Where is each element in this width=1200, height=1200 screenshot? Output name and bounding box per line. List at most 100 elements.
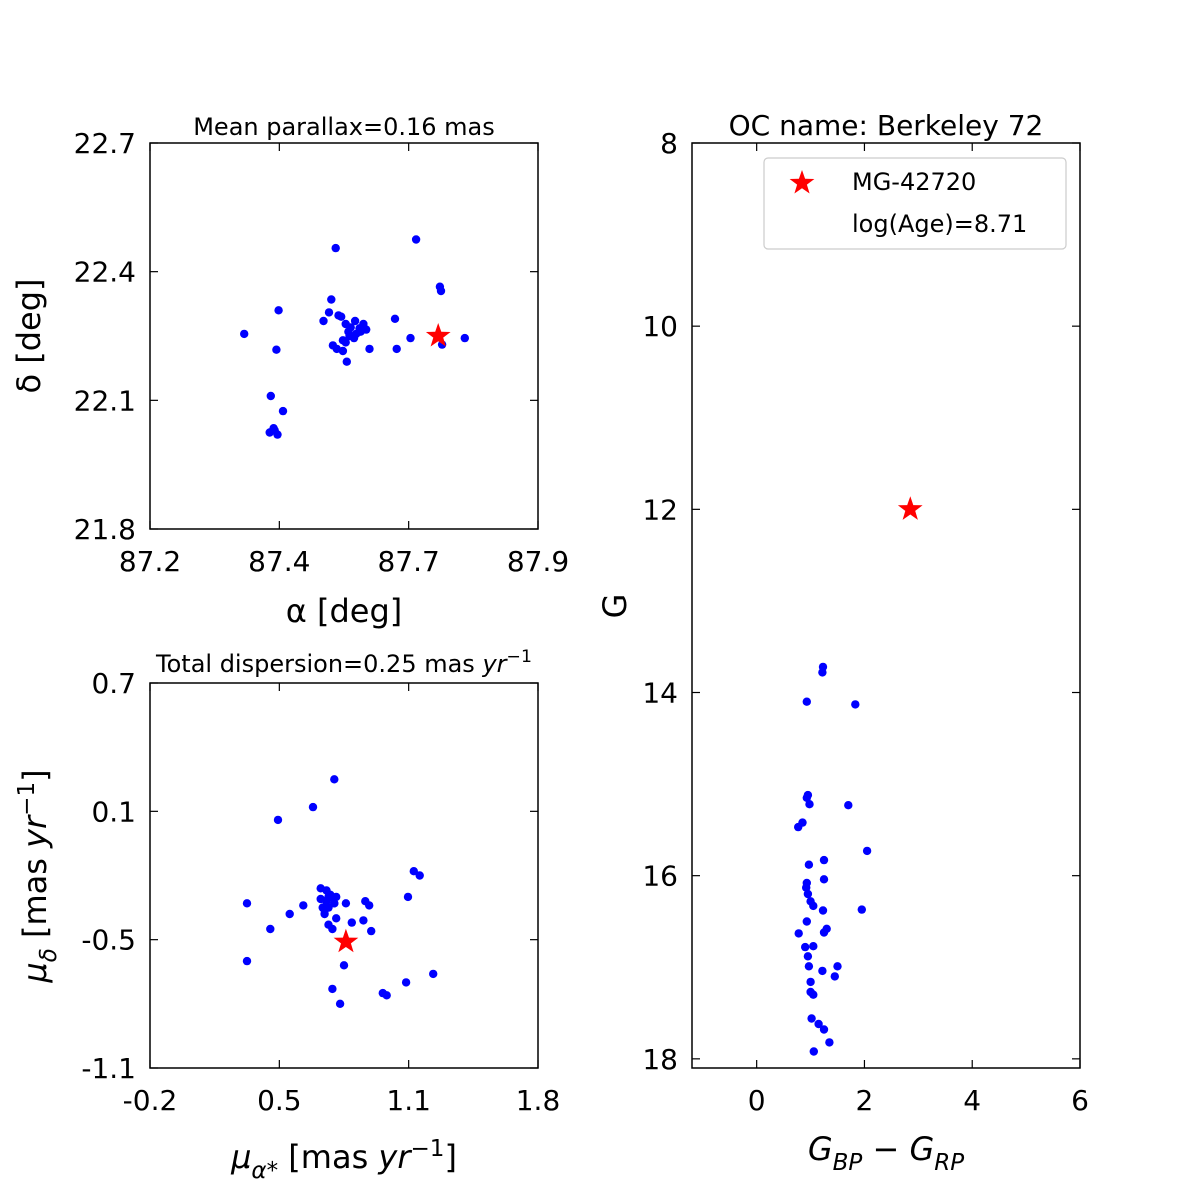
data-points (794, 496, 923, 1056)
data-point (359, 916, 368, 925)
data-point (802, 793, 811, 802)
data-point (809, 990, 818, 999)
data-point (406, 333, 415, 343)
data-point (320, 905, 329, 914)
y-tick-label: 0.1 (91, 795, 136, 828)
data-point (801, 942, 810, 952)
data-point (334, 311, 343, 320)
y-tick-label: 8 (660, 127, 678, 160)
y-tick-label: 10 (642, 310, 678, 343)
tick-group: 0 2 4 6 8 10 12 14 16 18 (642, 127, 1089, 1117)
data-point (390, 314, 400, 323)
data-point (382, 991, 391, 1000)
data-point (365, 344, 374, 354)
data-point (818, 906, 828, 915)
data-point (362, 325, 371, 334)
data-point (851, 700, 860, 709)
legend-entry-1: MG-42720 (852, 168, 976, 196)
x-tick-label: 87.7 (377, 545, 439, 578)
highlight-star (333, 928, 359, 953)
y-tick-label: 0.7 (91, 667, 136, 700)
data-point (335, 999, 345, 1008)
data-point (798, 818, 807, 827)
data-point (327, 295, 336, 304)
data-point (436, 286, 446, 296)
data-point (308, 802, 318, 812)
data-point (804, 962, 814, 971)
y-tick-label: 12 (642, 493, 678, 526)
data-point (802, 697, 811, 706)
legend: MG-42720 log(Age)=8.71 (763, 157, 1067, 250)
data-point (819, 928, 829, 937)
data-point (818, 966, 827, 976)
data-point (347, 918, 356, 927)
data-point (814, 1019, 823, 1029)
data-point (328, 924, 337, 934)
data-point (409, 867, 418, 876)
data-point (803, 889, 813, 899)
data-point (324, 892, 333, 902)
data-point (809, 901, 818, 911)
data-point (804, 860, 814, 869)
x-tick-label: 0.5 (257, 1084, 302, 1117)
x-tick-label: 2 (856, 1084, 874, 1117)
data-points (242, 775, 438, 1008)
data-point (819, 875, 829, 884)
data-point (819, 855, 829, 865)
data-point (415, 871, 424, 880)
data-point (392, 344, 401, 354)
y-tick-label: 14 (642, 677, 678, 710)
x-tick-label: 87.9 (507, 545, 569, 578)
y-tick-label: 22.4 (74, 256, 136, 289)
data-point (341, 319, 350, 329)
highlight-star (897, 496, 923, 520)
panel-proper-motion: Total dispersion=0.25 mas yr−1 -0.2 0.5 1.… (14, 647, 560, 1184)
data-point (332, 892, 341, 902)
y-tick-label: 22.7 (74, 127, 136, 160)
x-tick-label: 87.2 (119, 545, 181, 578)
data-point (857, 905, 866, 914)
tick-group: 87.2 87.4 87.7 87.9 21.8 22.1 22.4 22.7 (74, 127, 570, 578)
panel-title: OC name: Berkeley 72 (729, 109, 1044, 142)
x-tick-label: 1.1 (386, 1084, 431, 1117)
data-point (272, 345, 281, 354)
legend-box (763, 157, 1067, 250)
panel-title: Mean parallax=0.16 mas (193, 113, 495, 141)
highlight-star (425, 323, 451, 347)
data-point (830, 972, 839, 981)
data-point (367, 926, 376, 936)
data-point (332, 914, 341, 923)
data-point (324, 308, 334, 317)
x-tick-label: 6 (1071, 1084, 1089, 1117)
x-tick-label: -0.2 (123, 1084, 178, 1117)
data-point (818, 668, 827, 677)
x-tick-label: 0 (748, 1084, 766, 1117)
data-point (273, 815, 283, 825)
data-point (242, 899, 252, 908)
x-axis-label: GBP − GRP (808, 1130, 964, 1176)
plot-frame (691, 142, 1081, 1069)
data-point (825, 1038, 834, 1047)
data-point (807, 1014, 816, 1023)
y-tick-label: -0.5 (81, 924, 136, 957)
y-tick-label: 16 (642, 860, 678, 893)
y-tick-label: 21.8 (74, 513, 136, 546)
data-point (802, 883, 811, 892)
plot-frame (149, 142, 539, 530)
plot-frame (149, 682, 539, 1069)
data-points (240, 235, 469, 439)
data-point (403, 892, 413, 902)
data-point (330, 775, 339, 784)
y-axis-label: G (596, 594, 634, 619)
data-point (429, 969, 438, 979)
panel-title: Total dispersion=0.25 mas yr−1 (155, 647, 532, 678)
data-point (339, 961, 349, 970)
x-tick-label: 4 (963, 1084, 981, 1117)
data-point (328, 984, 337, 994)
data-point (299, 901, 308, 910)
data-point (862, 846, 872, 856)
data-point (285, 909, 294, 919)
data-point (278, 406, 288, 416)
data-point (338, 346, 348, 356)
